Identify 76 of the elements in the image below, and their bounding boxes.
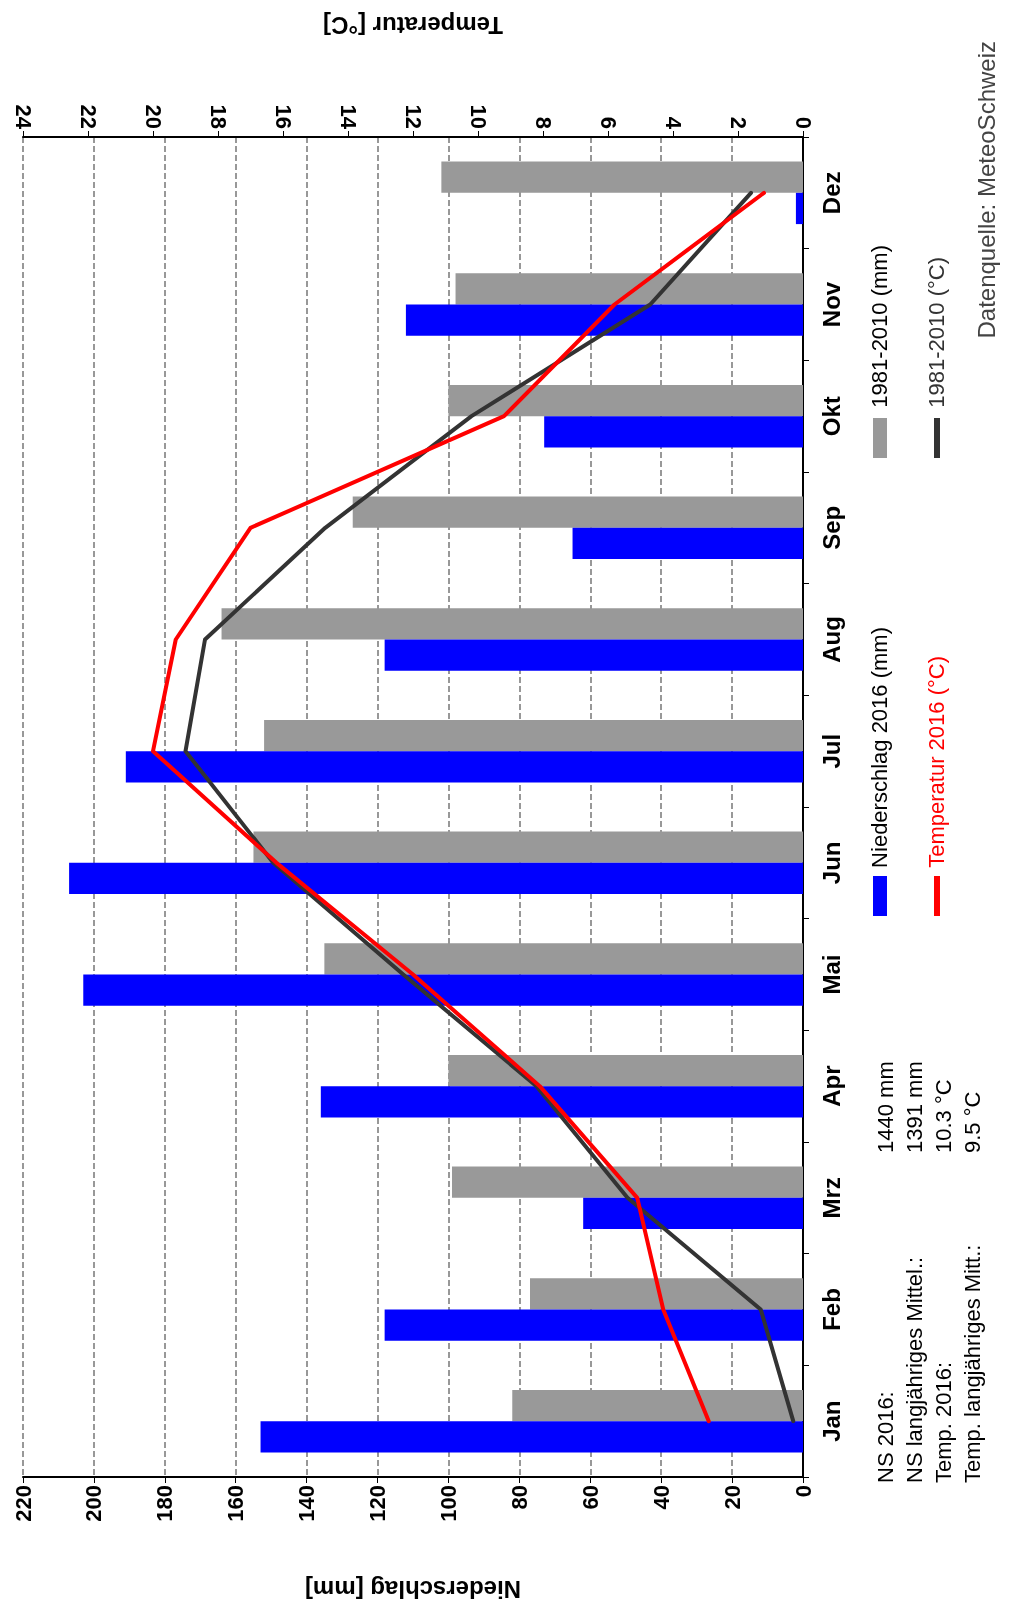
y-tick-label: Jun [817, 841, 845, 885]
x-tick-label: 140 [294, 1485, 320, 1522]
text: Datenquelle: MeteoSchweiz [972, 41, 1000, 339]
x-tick-label: 40 [648, 1485, 674, 1510]
x-tick-label: 100 [435, 1485, 461, 1522]
x-tick-label: 60 [577, 1485, 603, 1510]
y-tick-label: Sep [817, 505, 845, 550]
x2-tick-label: 10 [465, 104, 491, 129]
x2-tick-label: 4 [660, 116, 686, 130]
y-tick-label: Nov [817, 281, 845, 328]
x-tick-label: 120 [365, 1485, 391, 1522]
x-axis-title: Niederschlag [mm] [304, 1575, 522, 1603]
bar [260, 1421, 803, 1453]
x2-tick-label: 22 [75, 104, 101, 129]
bar [352, 496, 803, 528]
text: Temp. 2016: [930, 1361, 956, 1483]
text: NS langjähriges Mittel.: [901, 1256, 927, 1483]
x-tick-label: 80 [506, 1485, 532, 1510]
x2-tick-label: 0 [790, 116, 816, 129]
x-tick-label: 20 [719, 1485, 745, 1510]
bar [320, 1086, 803, 1118]
text: 1981-2010 (mm) [867, 245, 892, 408]
text: 9.5 °C [959, 1091, 985, 1153]
bar [83, 974, 803, 1006]
text: 1391 mm [901, 1061, 927, 1153]
x2-tick-label: 14 [335, 104, 361, 130]
x2-tick-label: 2 [725, 116, 751, 129]
bar [384, 639, 803, 671]
bar [795, 192, 803, 225]
bar [455, 273, 803, 305]
text: Niederschlag 2016 (mm) [867, 627, 892, 868]
x2-tick-label: 6 [595, 116, 621, 129]
x2-tick-label: 8 [530, 116, 556, 129]
text: Temperatur 2016 (°C) [924, 656, 949, 868]
bar [405, 304, 803, 336]
bar [448, 384, 803, 417]
y-tick-label: Dez [817, 171, 845, 215]
text: 1981-2010 (°C) [924, 257, 949, 408]
x2-tick-label: 18 [205, 104, 231, 129]
x-tick-label: 160 [223, 1485, 249, 1522]
y-tick-label: Okt [817, 396, 845, 437]
bar [264, 719, 803, 752]
bar [324, 943, 803, 975]
bar [441, 161, 803, 193]
text: NS 2016: [872, 1391, 898, 1483]
bar [253, 831, 803, 863]
y-tick-label: Jan [817, 1400, 845, 1442]
bar [452, 1166, 803, 1198]
x-tick-label: 180 [152, 1485, 178, 1522]
y-tick-label: Feb [817, 1288, 845, 1331]
text: 1440 mm [872, 1061, 898, 1153]
bar [384, 1309, 803, 1341]
y-tick-label: Apr [817, 1065, 845, 1107]
bar [512, 1389, 803, 1422]
y-tick-label: Mrz [817, 1177, 845, 1219]
bar [448, 1054, 803, 1087]
text: 10.3 °C [930, 1079, 956, 1153]
x-tick-label: 220 [10, 1485, 36, 1522]
bar [221, 608, 803, 640]
bar [572, 527, 803, 560]
text: Temp. langjähriges Mitt.: [959, 1244, 985, 1483]
bar [583, 1197, 803, 1230]
x2-axis-title: Temperatur [°C] [323, 11, 503, 39]
bar [544, 416, 803, 448]
y-tick-label: Mai [817, 954, 845, 995]
x-tick-label: 0 [790, 1485, 816, 1498]
bar [125, 751, 803, 783]
y-tick-label: Aug [817, 616, 845, 663]
x2-tick-label: 24 [10, 104, 36, 130]
bar [530, 1278, 803, 1310]
x2-tick-label: 20 [140, 104, 166, 129]
bar [69, 862, 803, 895]
y-tick-label: Jul [817, 733, 845, 769]
x-tick-label: 200 [81, 1485, 107, 1522]
x2-tick-label: 16 [270, 104, 296, 129]
x2-tick-label: 12 [400, 104, 426, 129]
